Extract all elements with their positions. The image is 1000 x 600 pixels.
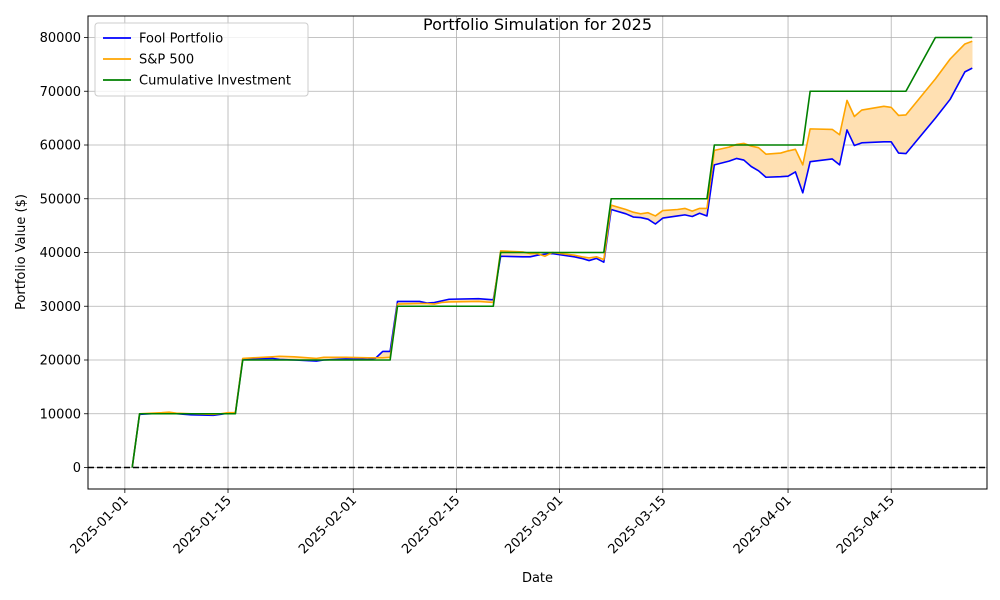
- x-tick-label: 2025-02-15: [399, 493, 463, 557]
- x-tick-label: 2025-04-15: [834, 493, 898, 557]
- fill-between-segment: [964, 40, 973, 73]
- fill-between-segment: [736, 143, 745, 161]
- y-tick-label: 40000: [40, 246, 81, 261]
- x-tick-label: 2025-01-15: [171, 493, 235, 557]
- y-tick-label: 30000: [40, 300, 81, 315]
- x-tick-label: 2025-02-01: [296, 493, 360, 557]
- fill-between-segment: [861, 106, 885, 144]
- legend-label: S&P 500: [139, 53, 194, 68]
- fill-between-segment: [809, 128, 833, 162]
- chart-title: Portfolio Simulation for 2025: [423, 15, 652, 34]
- fill-between-segment: [765, 152, 781, 178]
- legend-label: Fool Portfolio: [139, 32, 223, 47]
- legend-box: [94, 22, 309, 97]
- y-tick-label: 0: [73, 461, 81, 476]
- y-axis-label: Portfolio Value ($): [14, 194, 29, 310]
- x-tick-label: 2025-03-01: [502, 493, 566, 557]
- y-tick-label: 20000: [40, 354, 81, 369]
- y-tick-label: 70000: [40, 85, 81, 100]
- x-axis-label: Date: [522, 571, 553, 586]
- x-tick-label: 2025-01-01: [68, 493, 132, 557]
- fill-between-segment: [905, 78, 936, 155]
- fill-between-segment: [898, 114, 907, 154]
- x-tick-label: 2025-04-01: [731, 493, 795, 557]
- y-tick-label: 60000: [40, 139, 81, 154]
- x-tick-label: 2025-03-15: [606, 493, 670, 557]
- series-layer: [131, 36, 973, 468]
- y-tick-label: 10000: [40, 407, 81, 422]
- series-line-s-p-500: [131, 40, 973, 468]
- series-line-cumulative-investment: [131, 36, 973, 468]
- fill-between-segment: [780, 150, 789, 177]
- y-tick-label: 50000: [40, 192, 81, 207]
- legend: Fool Portfolio S&P 500 Cumulative Investme…: [94, 22, 309, 97]
- tick-layer: 2025-01-01 2025-01-15 2025-02-01 2025-02-15…: [40, 31, 898, 557]
- y-tick-label: 80000: [40, 31, 81, 46]
- legend-label: Cumulative Investment: [139, 74, 291, 89]
- fill-between-segment: [883, 106, 892, 143]
